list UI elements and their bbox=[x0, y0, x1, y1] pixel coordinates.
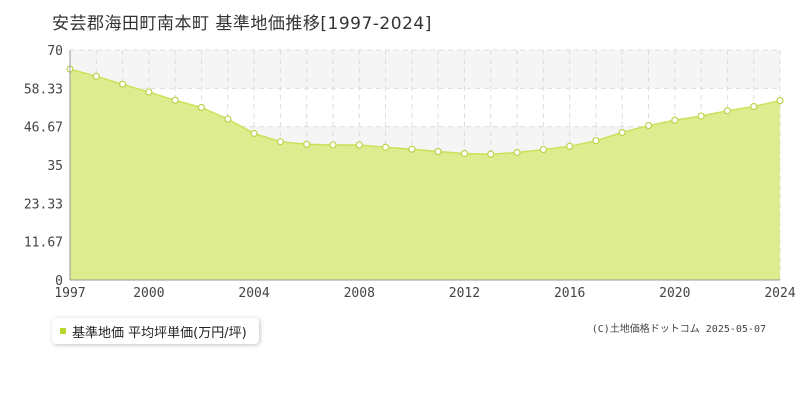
x-tick-label: 2016 bbox=[554, 286, 585, 301]
x-tick-label: 2020 bbox=[659, 286, 690, 301]
legend-label: 基準地価 平均坪単価(万円/坪) bbox=[72, 325, 247, 341]
data-point bbox=[539, 145, 547, 154]
data-point bbox=[487, 150, 495, 158]
data-point bbox=[513, 148, 521, 157]
legend-swatch bbox=[60, 328, 66, 334]
y-tick-label: 70 bbox=[47, 44, 63, 59]
data-point bbox=[276, 138, 284, 146]
data-point bbox=[171, 96, 179, 104]
data-point bbox=[145, 88, 153, 96]
data-point bbox=[224, 115, 232, 123]
page-title: 安芸郡海田町南本町 基準地価推移[1997-2024] bbox=[52, 14, 432, 34]
price-line bbox=[69, 68, 781, 155]
data-point bbox=[250, 129, 258, 138]
y-tick-label: 0 bbox=[55, 274, 63, 289]
data-point bbox=[592, 137, 600, 145]
y-tick-label: 23.33 bbox=[24, 197, 63, 212]
price-area bbox=[70, 69, 780, 280]
legend: 基準地価 平均坪単価(万円/坪) bbox=[52, 318, 259, 344]
data-point bbox=[671, 116, 679, 124]
data-point bbox=[381, 143, 390, 151]
data-point bbox=[644, 121, 653, 130]
grid-band bbox=[70, 50, 780, 89]
data-point bbox=[355, 141, 363, 149]
y-tick-label: 11.67 bbox=[24, 236, 63, 251]
data-point bbox=[566, 142, 574, 150]
x-tick-label: 2012 bbox=[449, 286, 480, 301]
data-point bbox=[434, 147, 442, 156]
x-tick-label: 2000 bbox=[133, 286, 164, 301]
x-tick-label: 1997 bbox=[54, 286, 85, 301]
y-tick-label: 58.33 bbox=[24, 82, 63, 97]
data-point bbox=[329, 141, 337, 149]
y-tick-label: 35 bbox=[47, 159, 63, 174]
data-point bbox=[303, 140, 311, 148]
data-point bbox=[408, 145, 416, 153]
x-tick-label: 2024 bbox=[764, 286, 795, 301]
data-point bbox=[118, 80, 127, 88]
data-point bbox=[723, 107, 732, 115]
data-point bbox=[460, 149, 469, 158]
copyright: (C)土地価格ドットコム 2025-05-07 bbox=[591, 324, 766, 335]
data-point bbox=[750, 102, 758, 111]
y-tick-label: 46.67 bbox=[24, 121, 63, 136]
x-tick-label: 2004 bbox=[238, 286, 269, 301]
data-point bbox=[697, 112, 705, 120]
data-point bbox=[776, 96, 784, 105]
data-point bbox=[197, 103, 206, 112]
x-tick-label: 2008 bbox=[344, 286, 375, 301]
data-point bbox=[92, 72, 100, 80]
data-point bbox=[618, 128, 626, 137]
